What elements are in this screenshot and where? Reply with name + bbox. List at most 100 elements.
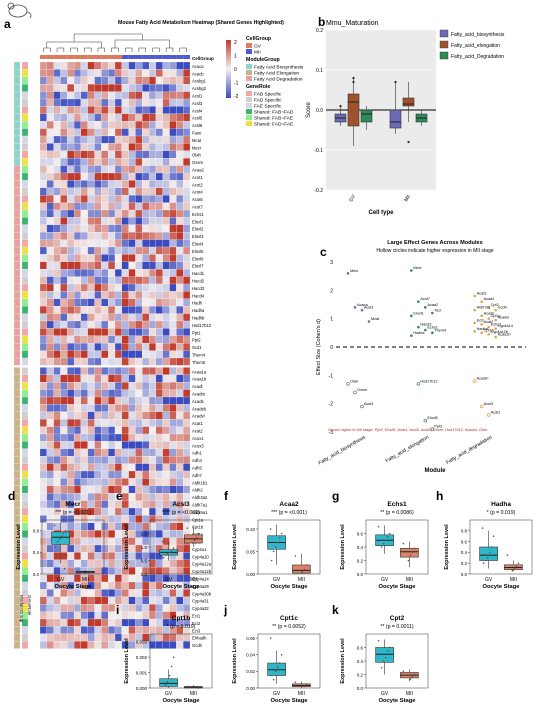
heatmap-cell bbox=[39, 69, 47, 77]
heatmap-cell bbox=[46, 374, 54, 383]
heatmap-cell bbox=[183, 306, 191, 314]
heatmap-cell bbox=[142, 202, 150, 211]
modulegroup-cell bbox=[13, 574, 21, 583]
heatmap-cell bbox=[128, 589, 136, 597]
heatmap-cell bbox=[67, 254, 75, 262]
heatmap-cell bbox=[148, 411, 157, 420]
heatmap-cell bbox=[155, 128, 163, 137]
heatmap-cell bbox=[121, 246, 129, 255]
heatmap-cell bbox=[108, 404, 116, 412]
heatmap-cell bbox=[46, 507, 54, 516]
heatmap-cell bbox=[73, 350, 82, 359]
gene-label: Oxsm bbox=[192, 160, 203, 165]
heatmap-cell bbox=[60, 404, 68, 412]
heatmap-cell bbox=[121, 195, 129, 203]
heatmap-cell bbox=[53, 426, 61, 435]
heatmap-cell bbox=[53, 106, 61, 114]
heatmap-cell bbox=[108, 641, 116, 649]
heatmap-cell bbox=[108, 426, 116, 435]
modulegroup-cell bbox=[13, 320, 21, 329]
heatmap-cell bbox=[94, 283, 102, 292]
heatmap-cell bbox=[135, 246, 143, 255]
panel-h-point bbox=[492, 535, 495, 537]
heatmap-cell bbox=[162, 411, 170, 420]
heatmap-cell bbox=[121, 493, 129, 501]
heatmap-cell bbox=[60, 135, 68, 144]
heatmap-cell bbox=[46, 283, 54, 292]
panel-c-point-label: Gcdh bbox=[498, 306, 507, 310]
panel-i-point bbox=[170, 665, 173, 668]
modulegroup-cell bbox=[13, 626, 21, 634]
heatmap-cell bbox=[108, 113, 116, 122]
heatmap-cell bbox=[148, 426, 157, 435]
generole-cell bbox=[21, 552, 29, 560]
panel-d-title: Mecr bbox=[65, 501, 81, 508]
panel-k-point bbox=[384, 656, 387, 659]
heatmap-cell bbox=[162, 291, 170, 299]
heatmap-cell bbox=[94, 618, 102, 627]
legend_cellgroup-legend-swatch bbox=[246, 49, 252, 54]
heatmap-cell bbox=[121, 135, 129, 144]
panel-c-point bbox=[360, 308, 364, 312]
heatmap-cell bbox=[142, 382, 150, 390]
heatmap-cell bbox=[155, 232, 163, 240]
heatmap-cell bbox=[101, 291, 109, 299]
heatmap-cell bbox=[155, 202, 163, 211]
heatmap-cell bbox=[108, 254, 116, 262]
heatmap-cell bbox=[87, 320, 95, 329]
heatmap-cell bbox=[101, 626, 109, 634]
heatmap-cell bbox=[142, 328, 150, 336]
modulegroup-cell bbox=[13, 98, 21, 107]
heatmap-cell bbox=[87, 269, 95, 277]
heatmap-cell bbox=[183, 91, 191, 100]
heatmap-cell bbox=[46, 209, 54, 218]
heatmap-cell bbox=[46, 350, 54, 359]
gene-label: Acat1 bbox=[192, 421, 203, 426]
heatmap-cell bbox=[162, 357, 170, 366]
heatmap-cell bbox=[67, 611, 75, 620]
panel-c-footnote: Genes higher in MII stage: Ppt2, Elovl5,… bbox=[328, 427, 487, 432]
heatmap-cell bbox=[53, 618, 61, 627]
heatmap-cell bbox=[67, 313, 75, 322]
heatmap-cell bbox=[128, 456, 136, 464]
heatmap-cell bbox=[114, 84, 122, 92]
heatmap-cell bbox=[114, 343, 122, 351]
panel-b-boxplot: b Mmu_Maturation0.20.10.0-0.1-0.2ScoreCel… bbox=[306, 15, 505, 216]
heatmap-cell bbox=[67, 552, 75, 560]
heatmap-cell bbox=[142, 239, 150, 248]
generole-cell bbox=[21, 143, 29, 151]
heatmap-cell bbox=[169, 478, 177, 486]
heatmap-cell bbox=[108, 135, 116, 144]
heatmap-cell bbox=[114, 180, 122, 188]
heatmap-cell bbox=[53, 143, 61, 151]
heatmap-cell bbox=[128, 419, 136, 427]
heatmap-cell bbox=[142, 187, 150, 196]
heatmap-cell bbox=[87, 291, 95, 299]
heatmap-cell bbox=[87, 276, 95, 285]
heatmap-cell bbox=[101, 180, 109, 188]
panel-d-point bbox=[56, 540, 59, 543]
heatmap-cell bbox=[80, 544, 88, 553]
modulegroup-cell bbox=[13, 187, 21, 196]
heatmap-cell bbox=[87, 128, 95, 137]
heatmap-cell bbox=[128, 150, 136, 159]
heatmap-cell bbox=[128, 313, 136, 322]
heatmap-cell bbox=[67, 76, 75, 85]
modulegroup-cell bbox=[13, 328, 21, 336]
heatmap-cell bbox=[73, 530, 82, 538]
heatmap-cell bbox=[73, 320, 82, 329]
heatmap-cell bbox=[128, 433, 136, 442]
panel-c-point-label: Echs1 bbox=[427, 326, 438, 330]
heatmap-cell bbox=[176, 202, 184, 211]
heatmap-cell bbox=[101, 544, 109, 553]
heatmap-cell bbox=[80, 618, 88, 627]
panel-c-point bbox=[487, 325, 490, 329]
heatmap-cell bbox=[73, 626, 82, 634]
heatmap-cell bbox=[80, 239, 88, 248]
heatmap-cell bbox=[39, 426, 47, 435]
heatmap-cell bbox=[162, 61, 170, 70]
heatmap-cell bbox=[114, 411, 122, 420]
modulegroup-cell bbox=[13, 478, 21, 486]
heatmap-cell bbox=[73, 143, 82, 151]
heatmap-cell bbox=[108, 633, 116, 642]
